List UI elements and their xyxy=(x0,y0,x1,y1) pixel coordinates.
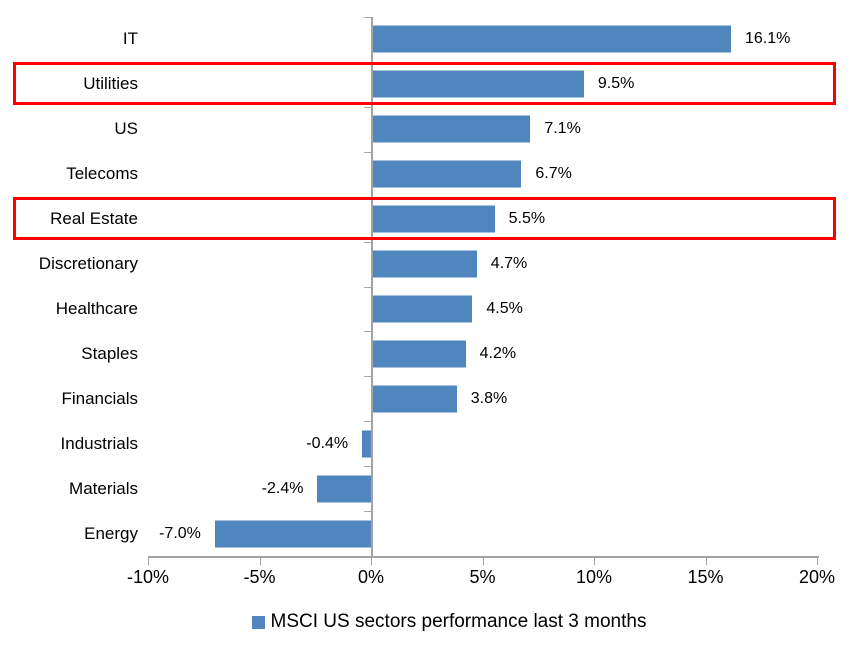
y-axis-tick xyxy=(364,421,371,423)
chart-row: Financials 3.8% xyxy=(0,376,852,421)
chart-row: Energy -7.0% xyxy=(0,511,852,556)
value-label: 6.7% xyxy=(535,165,572,183)
bar xyxy=(372,205,495,233)
category-label: Industrials xyxy=(60,433,138,453)
category-label: Staples xyxy=(81,343,138,363)
x-axis-tick xyxy=(148,558,149,565)
y-axis-tick xyxy=(364,151,371,153)
legend: MSCI US sectors performance last 3 month… xyxy=(0,611,852,633)
value-label: 7.1% xyxy=(544,120,581,138)
chart-row: Utilities 9.5% xyxy=(0,62,852,107)
value-label: 16.1% xyxy=(745,30,791,48)
x-axis-tick-label: 10% xyxy=(575,567,613,587)
bar xyxy=(372,295,473,323)
value-label: 4.2% xyxy=(479,344,517,362)
x-axis-tick-label: -5% xyxy=(243,567,276,587)
x-axis-tick xyxy=(594,558,595,565)
x-axis-tick xyxy=(371,558,372,565)
category-label: Energy xyxy=(84,523,138,543)
x-axis-tick-label: 5% xyxy=(469,567,496,587)
bar xyxy=(372,340,466,368)
category-label: Utilities xyxy=(83,74,138,94)
x-axis-tick-label: 20% xyxy=(798,567,836,587)
chart-row: Discretionary 4.7% xyxy=(0,242,852,287)
y-axis-tick xyxy=(364,286,371,288)
highlight-box xyxy=(13,196,836,240)
y-axis-tick xyxy=(364,17,371,18)
bar xyxy=(372,70,584,98)
chart-row: US 7.1% xyxy=(0,107,852,152)
value-label: 5.5% xyxy=(508,210,546,228)
value-label: 3.8% xyxy=(470,389,508,407)
chart-row: Real Estate 5.5% xyxy=(0,197,852,242)
chart-row: Telecoms 6.7% xyxy=(0,152,852,197)
legend-label: MSCI US sectors performance last 3 month… xyxy=(270,611,647,632)
x-axis-tick-label: 0% xyxy=(357,567,385,587)
bar xyxy=(372,250,477,278)
chart-row: Industrials -0.4% xyxy=(0,421,852,466)
legend-color-swatch xyxy=(251,615,265,629)
category-label: Discretionary xyxy=(38,254,138,274)
bar xyxy=(317,475,371,503)
bar xyxy=(372,160,522,188)
bar xyxy=(362,430,371,458)
category-label: Real Estate xyxy=(50,209,138,229)
value-label: -2.4% xyxy=(261,479,304,497)
category-label: Healthcare xyxy=(55,298,138,318)
x-axis-tick-label: -10% xyxy=(126,567,170,587)
x-axis-tick-label: 15% xyxy=(687,567,724,587)
category-label: Materials xyxy=(69,478,138,498)
x-axis-tick xyxy=(817,558,818,565)
y-axis-tick xyxy=(364,331,371,333)
y-axis-tick xyxy=(364,106,371,108)
y-axis-tick xyxy=(364,466,371,468)
bar xyxy=(372,385,457,413)
bar xyxy=(372,115,531,143)
value-label: -7.0% xyxy=(159,524,201,542)
value-label: -0.4% xyxy=(306,434,349,452)
highlight-box xyxy=(13,61,836,105)
x-axis-line xyxy=(148,556,819,558)
category-label: US xyxy=(114,119,138,139)
y-axis-line xyxy=(371,17,373,556)
value-label: 4.7% xyxy=(490,255,528,273)
chart-row: Staples 4.2% xyxy=(0,331,852,376)
x-axis-tick xyxy=(482,558,484,565)
chart-row: Materials -2.4% xyxy=(0,466,852,511)
category-label: Financials xyxy=(61,388,138,408)
x-axis-tick xyxy=(259,558,261,565)
chart-row: IT 16.1% xyxy=(0,17,852,62)
bar xyxy=(214,520,371,548)
category-label: IT xyxy=(122,29,138,49)
y-axis-tick xyxy=(364,376,371,378)
legend-entry: MSCI US sectors performance last 3 month… xyxy=(251,611,647,633)
category-label: Telecoms xyxy=(66,164,138,184)
y-axis-tick xyxy=(364,511,371,513)
value-label: 4.5% xyxy=(486,299,523,317)
y-axis-tick xyxy=(364,241,371,243)
value-label: 9.5% xyxy=(597,75,635,93)
x-axis-tick xyxy=(705,558,707,565)
bar xyxy=(372,25,732,53)
chart-row: Healthcare 4.5% xyxy=(0,287,852,332)
